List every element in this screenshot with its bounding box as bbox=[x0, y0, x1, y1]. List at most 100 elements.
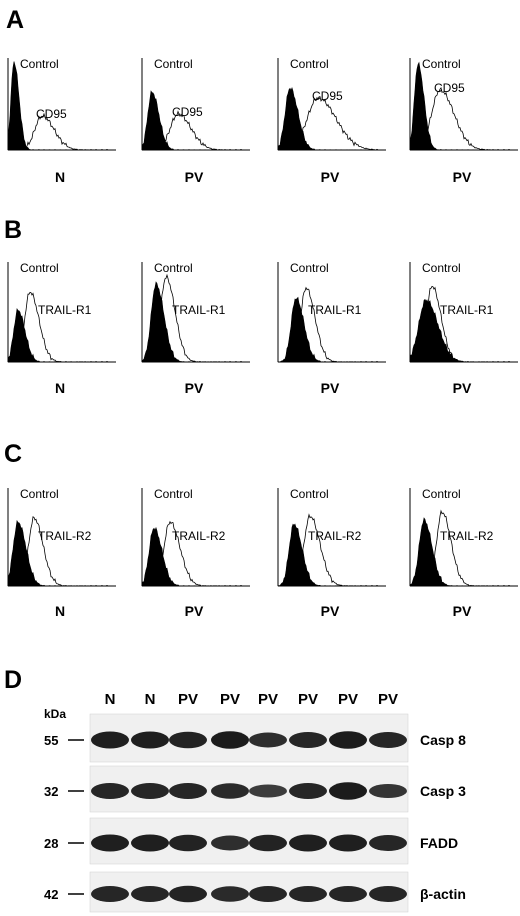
blot-band bbox=[91, 886, 129, 902]
blot-band bbox=[169, 834, 207, 852]
kda-marker: 28 bbox=[44, 836, 58, 851]
control-label: Control bbox=[20, 57, 59, 71]
blot-band bbox=[211, 731, 249, 749]
protein-label: Casp 8 bbox=[420, 732, 466, 748]
control-label: Control bbox=[20, 487, 59, 501]
marker-label: TRAIL-R2 bbox=[308, 529, 362, 543]
blot-band bbox=[131, 834, 169, 852]
lane-label: PV bbox=[298, 691, 318, 708]
blot-band bbox=[211, 886, 249, 902]
marker-label: TRAIL-R1 bbox=[308, 303, 362, 317]
histogram-plot: Control TRAIL-R1 PV bbox=[277, 261, 386, 396]
marker-histogram bbox=[142, 520, 243, 587]
histogram-plot: Control TRAIL-R2 PV bbox=[141, 487, 250, 619]
histogram-plot: Control CD95 PV bbox=[409, 57, 518, 185]
blot-band bbox=[249, 834, 287, 852]
blot-band bbox=[249, 732, 287, 748]
histogram-row-c: Control TRAIL-R2 N Control TRAIL-R2 PV Control… bbox=[7, 487, 518, 619]
histogram-plot: Control TRAIL-R2 PV bbox=[277, 487, 386, 619]
histogram-plot: Control TRAIL-R2 PV bbox=[409, 487, 518, 619]
control-label: Control bbox=[154, 487, 193, 501]
western-blot-panel: kDa N N PV PV PV PV PV PV 55 Casp 8 32 Casp 3 28 FADD 4… bbox=[44, 691, 466, 913]
lane-label: PV bbox=[378, 691, 398, 708]
control-histogram bbox=[7, 61, 109, 151]
blot-band bbox=[369, 732, 407, 748]
marker-histogram bbox=[8, 112, 109, 151]
blot-band bbox=[169, 885, 207, 903]
control-label: Control bbox=[290, 261, 329, 275]
blot-band bbox=[369, 784, 407, 798]
protein-label: FADD bbox=[420, 835, 458, 851]
sample-label: PV bbox=[453, 380, 472, 396]
blot-strip: 32 Casp 3 bbox=[44, 765, 466, 813]
marker-histogram bbox=[8, 516, 109, 587]
sample-label: PV bbox=[321, 169, 340, 185]
control-histogram bbox=[141, 281, 243, 363]
marker-label: CD95 bbox=[312, 89, 343, 103]
panel-letter-a: A bbox=[6, 6, 25, 34]
control-histogram bbox=[141, 90, 243, 151]
histogram-plot: Control TRAIL-R1 PV bbox=[141, 261, 250, 396]
lane-label: PV bbox=[258, 691, 278, 708]
control-histogram bbox=[277, 87, 379, 151]
marker-label: TRAIL-R1 bbox=[38, 303, 92, 317]
sample-label: N bbox=[55, 169, 65, 185]
lane-label: N bbox=[105, 691, 116, 708]
histogram-plot: Control CD95 PV bbox=[141, 57, 250, 185]
blot-band bbox=[249, 784, 287, 798]
marker-label: TRAIL-R2 bbox=[172, 529, 226, 543]
blot-band bbox=[329, 731, 367, 749]
marker-label: CD95 bbox=[434, 81, 465, 95]
blot-band bbox=[289, 732, 327, 748]
marker-label: TRAIL-R2 bbox=[38, 529, 92, 543]
blot-band bbox=[211, 835, 249, 851]
kda-marker: 32 bbox=[44, 784, 58, 799]
marker-histogram bbox=[8, 291, 109, 363]
blot-band bbox=[249, 886, 287, 902]
marker-label: TRAIL-R1 bbox=[172, 303, 226, 317]
blot-strip: 42 β-actin bbox=[44, 871, 466, 913]
blot-band bbox=[131, 783, 169, 799]
marker-histogram bbox=[410, 285, 511, 363]
marker-label: TRAIL-R1 bbox=[440, 303, 494, 317]
marker-histogram bbox=[142, 110, 243, 151]
sample-label: PV bbox=[185, 380, 204, 396]
sample-label: N bbox=[55, 603, 65, 619]
control-label: Control bbox=[290, 487, 329, 501]
blot-band bbox=[329, 834, 367, 852]
protein-label: β-actin bbox=[420, 886, 466, 902]
kda-label: kDa bbox=[44, 707, 66, 721]
sample-label: PV bbox=[321, 380, 340, 396]
blot-band bbox=[131, 731, 169, 749]
control-label: Control bbox=[422, 57, 461, 71]
histogram-row-a: ControlCD95NControlCD95PVControlCD95PVCo… bbox=[7, 57, 518, 185]
kda-marker: 42 bbox=[44, 887, 58, 902]
histogram-plot: Control TRAIL-R1 PV bbox=[409, 261, 518, 396]
blot-band bbox=[329, 886, 367, 902]
histogram-plot: Control TRAIL-R1 N bbox=[7, 261, 116, 396]
marker-histogram bbox=[278, 96, 379, 151]
blot-band bbox=[91, 783, 129, 799]
lane-label: PV bbox=[220, 691, 240, 708]
blot-band bbox=[91, 731, 129, 749]
blot-band bbox=[169, 783, 207, 799]
sample-label: PV bbox=[321, 603, 340, 619]
histogram-plot: Control CD95 N bbox=[7, 57, 116, 185]
blot-band bbox=[369, 886, 407, 902]
lane-label: PV bbox=[178, 691, 198, 708]
lane-label: PV bbox=[338, 691, 358, 708]
panel-letter-b: B bbox=[4, 216, 23, 244]
marker-histogram bbox=[409, 86, 511, 151]
marker-histogram bbox=[278, 513, 379, 587]
histogram-row-b: ControlTRAIL-R1NControlTRAIL-R1PVControl… bbox=[7, 261, 518, 396]
blot-band bbox=[369, 835, 407, 851]
sample-label: PV bbox=[453, 169, 472, 185]
blot-band bbox=[91, 834, 129, 852]
panel-letter-c: C bbox=[4, 440, 23, 468]
control-label: Control bbox=[422, 261, 461, 275]
sample-label: N bbox=[55, 380, 65, 396]
blot-band bbox=[289, 886, 327, 902]
histogram-plot: Control CD95 PV bbox=[277, 57, 386, 185]
kda-marker: 55 bbox=[44, 733, 58, 748]
